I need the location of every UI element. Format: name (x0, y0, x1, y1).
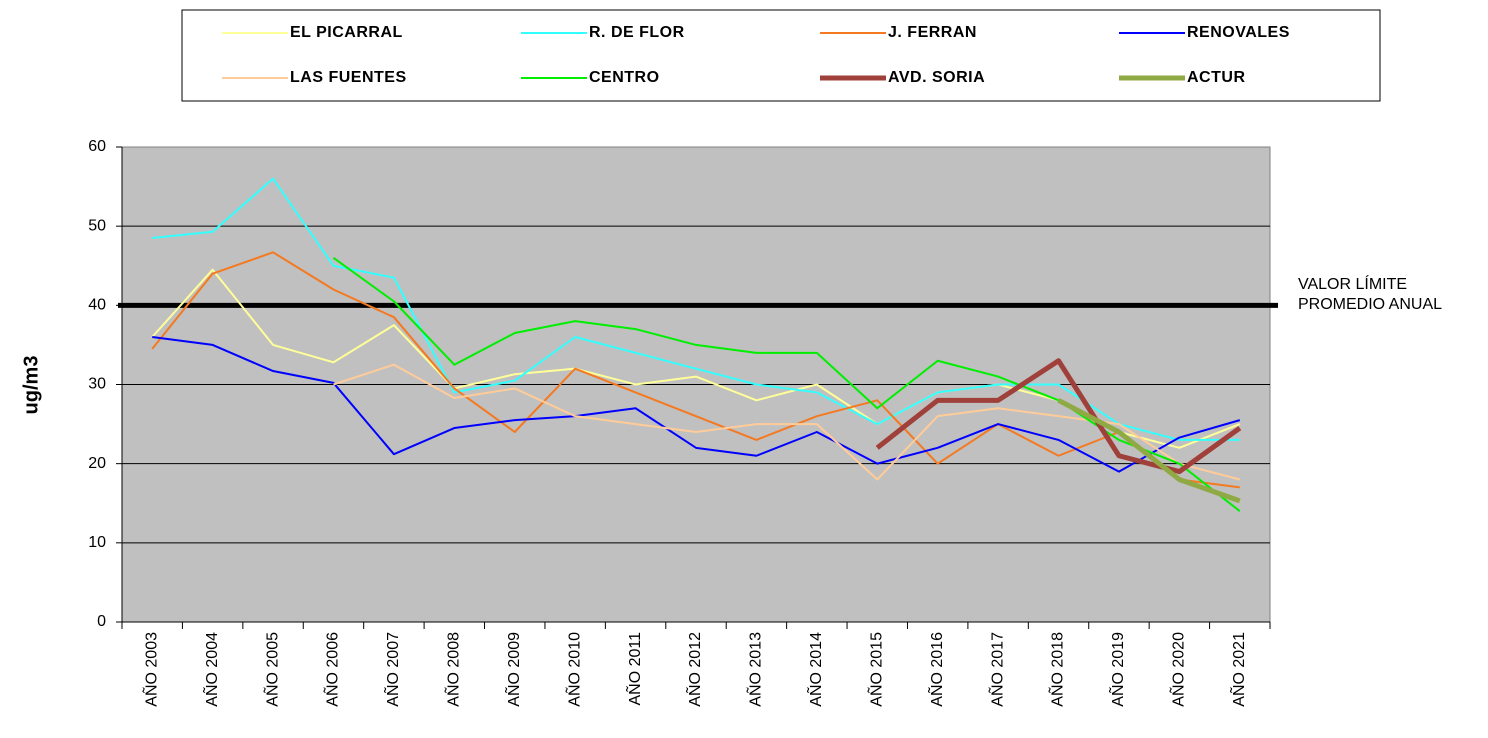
legend-label: R. DE FLOR (589, 24, 685, 41)
x-tick-label: AÑO 2021 (1228, 632, 1248, 707)
y-tick-label: 40 (88, 297, 106, 314)
y-tick-label: 20 (88, 455, 106, 472)
x-tick-label: AÑO 2013 (745, 632, 765, 707)
x-tick-label: AÑO 2016 (926, 632, 946, 707)
y-tick-label: 0 (97, 613, 106, 630)
legend-label: CENTRO (589, 69, 660, 86)
x-tick-label: AÑO 2017 (986, 632, 1006, 707)
series-line (152, 177, 1240, 441)
legend-label: RENOVALES (1187, 24, 1290, 41)
y-tick-label: 30 (88, 376, 106, 393)
series-line (332, 257, 1241, 512)
x-tick-label: AÑO 2020 (1168, 632, 1188, 707)
x-tick-label: AÑO 2008 (443, 632, 463, 707)
legend-label: AVD. SORIA (888, 69, 985, 86)
threshold-label: PROMEDIO ANUAL (1298, 296, 1442, 313)
y-tick-label: 50 (88, 217, 106, 234)
legend-box (181, 9, 1381, 102)
y-axis-label: ug/m3 (20, 356, 42, 415)
series-line (1057, 398, 1241, 504)
x-tick-label: AÑO 2007 (382, 632, 402, 707)
legend-label: LAS FUENTES (290, 69, 407, 86)
x-tick-label: AÑO 2019 (1107, 632, 1127, 707)
series-line (151, 251, 1240, 489)
x-tick-label: AÑO 2005 (261, 632, 281, 707)
series-line (875, 358, 1242, 475)
x-tick-label: AÑO 2018 (1047, 632, 1067, 707)
legend-label: J. FERRAN (888, 24, 977, 41)
x-tick-label: AÑO 2003 (140, 632, 160, 707)
x-tick-label: AÑO 2006 (322, 632, 342, 707)
series-line (152, 336, 1241, 473)
y-tick-label: 10 (88, 534, 106, 551)
x-tick-label: AÑO 2012 (684, 632, 704, 707)
x-tick-label: AÑO 2015 (865, 632, 885, 707)
threshold-label: VALOR LÍMITE (1298, 274, 1407, 293)
x-tick-label: AÑO 2004 (201, 632, 221, 707)
x-tick-label: AÑO 2011 (624, 632, 644, 706)
legend-label: EL PICARRAL (290, 24, 403, 41)
x-tick-label: AÑO 2009 (503, 632, 523, 707)
x-tick-label: AÑO 2010 (563, 632, 583, 707)
y-tick-label: 60 (88, 138, 106, 155)
legend-label: ACTUR (1187, 69, 1246, 86)
x-tick-label: AÑO 2014 (805, 632, 825, 707)
